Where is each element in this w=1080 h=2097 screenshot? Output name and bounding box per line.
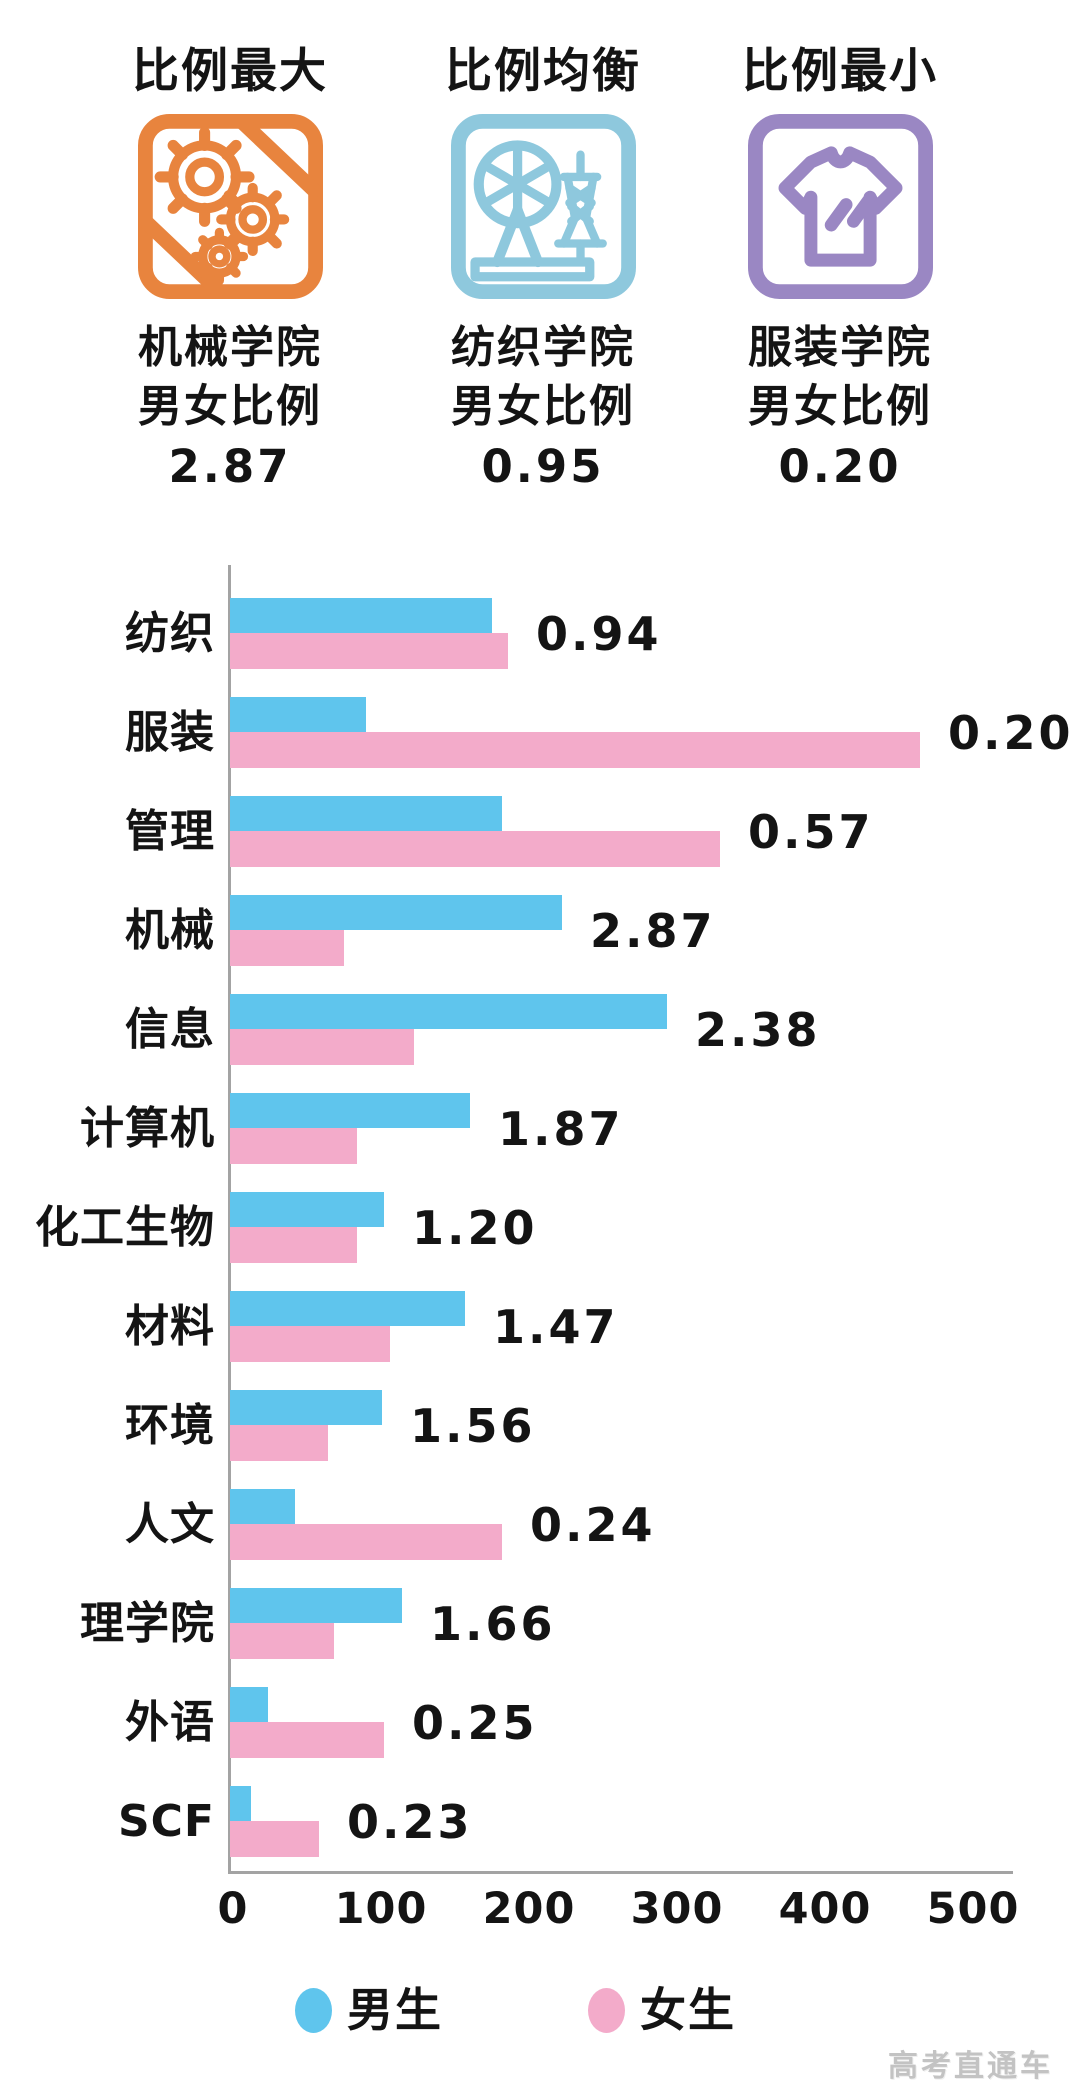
bar-male bbox=[230, 598, 492, 633]
bar-male bbox=[230, 1390, 382, 1425]
legend-label: 女生 bbox=[640, 1983, 736, 2037]
ratio-value-label: 2.38 bbox=[695, 1002, 821, 1057]
category-label: 理学院 bbox=[80, 1597, 215, 1649]
legend-swatch-icon bbox=[588, 1988, 625, 2033]
x-tick-label: 100 bbox=[334, 1884, 428, 1934]
bar-female bbox=[230, 831, 720, 867]
card-college: 服装学院 bbox=[748, 322, 932, 373]
bar-female bbox=[230, 1722, 384, 1758]
card-ratio-label: 男女比例 bbox=[451, 381, 635, 432]
category-label: 材料 bbox=[125, 1300, 215, 1352]
ratio-value-label: 0.25 bbox=[412, 1695, 538, 1750]
tshirt-icon bbox=[747, 114, 933, 299]
category-label: SCF bbox=[117, 1795, 215, 1847]
bar-male bbox=[230, 1786, 251, 1821]
bar-female bbox=[230, 1128, 357, 1164]
legend-label: 男生 bbox=[347, 1983, 443, 2037]
card-title: 比例均衡 bbox=[445, 44, 641, 99]
category-label: 外语 bbox=[125, 1696, 215, 1748]
ratio-value-label: 0.23 bbox=[347, 1794, 473, 1849]
card-college: 机械学院 bbox=[138, 322, 322, 373]
card-college: 纺织学院 bbox=[451, 322, 635, 373]
bar-male bbox=[230, 1588, 402, 1623]
card-ratio-max: 比例最大 bbox=[77, 0, 383, 490]
x-tick-label: 0 bbox=[217, 1884, 249, 1934]
card-ratio-value: 2.87 bbox=[168, 440, 292, 493]
x-tick-label: 200 bbox=[482, 1884, 576, 1934]
bar-male bbox=[230, 1687, 268, 1722]
x-tick-label: 300 bbox=[630, 1884, 724, 1934]
bar-male bbox=[230, 895, 562, 930]
bar-male bbox=[230, 1192, 384, 1227]
card-ratio-min: 比例最小 服装学院 男女比例 0.20 bbox=[687, 0, 993, 490]
x-tick-label: 500 bbox=[926, 1884, 1020, 1934]
ratio-value-label: 0.24 bbox=[530, 1497, 656, 1552]
card-ratio-label: 男女比例 bbox=[748, 381, 932, 432]
bar-female bbox=[230, 1227, 357, 1263]
ratio-value-label: 1.20 bbox=[412, 1200, 538, 1255]
x-axis-line bbox=[228, 1871, 1013, 1874]
ratio-value-label: 1.66 bbox=[430, 1596, 556, 1651]
y-axis-line bbox=[228, 565, 231, 1874]
legend-swatch-icon bbox=[295, 1988, 332, 2033]
category-label: 计算机 bbox=[80, 1102, 215, 1154]
ratio-value-label: 1.47 bbox=[493, 1299, 619, 1354]
category-label: 化工生物 bbox=[35, 1201, 215, 1253]
category-label: 信息 bbox=[125, 1003, 215, 1055]
ferris-wheel-icon bbox=[450, 114, 636, 299]
bar-female bbox=[230, 1524, 502, 1560]
card-ratio-balanced: 比例均衡 bbox=[390, 0, 696, 490]
bar-male bbox=[230, 994, 667, 1029]
bar-female bbox=[230, 1425, 328, 1461]
bar-male bbox=[230, 697, 366, 732]
category-label: 机械 bbox=[125, 904, 215, 956]
x-tick-label: 400 bbox=[778, 1884, 872, 1934]
gears-icon bbox=[137, 114, 323, 299]
card-ratio-label: 男女比例 bbox=[138, 381, 322, 432]
card-ratio-value: 0.20 bbox=[778, 440, 902, 493]
category-label: 管理 bbox=[125, 805, 215, 857]
ratio-value-label: 1.87 bbox=[498, 1101, 624, 1156]
card-ratio-value: 0.95 bbox=[481, 440, 605, 493]
category-label: 环境 bbox=[125, 1399, 215, 1451]
bar-female bbox=[230, 1029, 414, 1065]
category-label: 服装 bbox=[125, 706, 215, 758]
card-title: 比例最小 bbox=[742, 44, 938, 99]
category-label: 人文 bbox=[125, 1498, 215, 1550]
bar-male bbox=[230, 1291, 465, 1326]
bar-male bbox=[230, 796, 502, 831]
category-label: 纺织 bbox=[125, 607, 215, 659]
ratio-value-label: 2.87 bbox=[590, 903, 716, 958]
bar-female bbox=[230, 1326, 390, 1362]
ratio-value-label: 0.20 bbox=[948, 705, 1074, 760]
card-title: 比例最大 bbox=[132, 44, 328, 99]
watermark: 高考直通车 bbox=[888, 2049, 1053, 2084]
bar-female bbox=[230, 1623, 334, 1659]
bar-female bbox=[230, 732, 920, 768]
ratio-value-label: 0.57 bbox=[748, 804, 874, 859]
bar-male bbox=[230, 1093, 470, 1128]
bar-female bbox=[230, 930, 344, 966]
ratio-value-label: 1.56 bbox=[410, 1398, 536, 1453]
bar-male bbox=[230, 1489, 295, 1524]
bar-female bbox=[230, 1821, 319, 1857]
ratio-value-label: 0.94 bbox=[536, 606, 662, 661]
bar-female bbox=[230, 633, 508, 669]
